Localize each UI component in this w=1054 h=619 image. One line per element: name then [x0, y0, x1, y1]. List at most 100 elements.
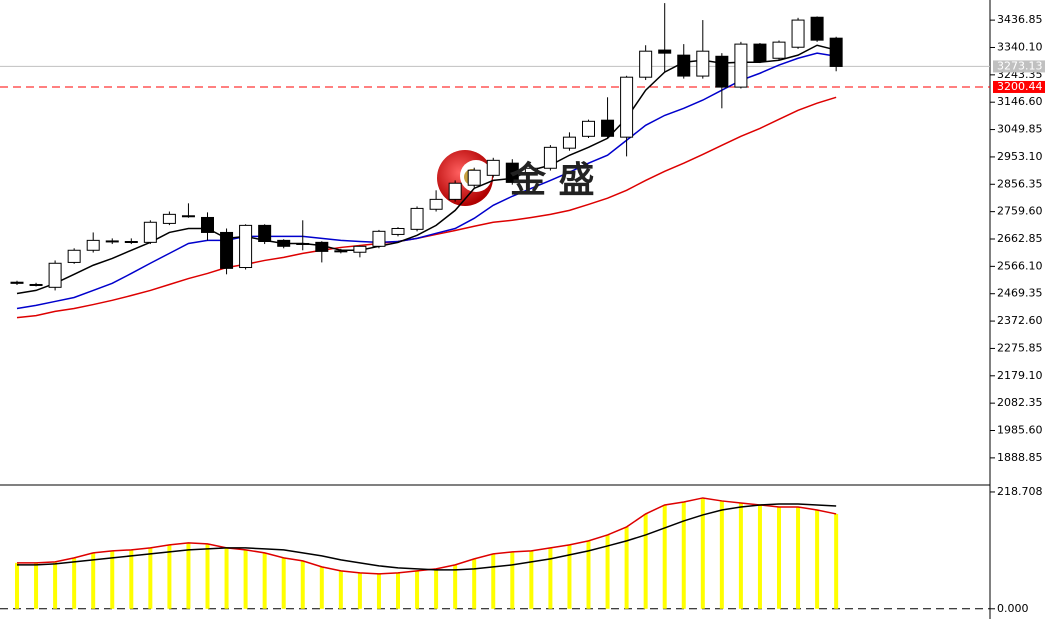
y-tick-label: 1888.85 [997, 451, 1043, 464]
histogram-bar [472, 558, 477, 609]
candle-body [791, 19, 805, 48]
histogram-bar [53, 561, 58, 609]
candle-body [582, 120, 595, 137]
y-tick-label: 3146.60 [997, 95, 1043, 108]
histogram-bar [529, 550, 534, 609]
histogram-bar [738, 502, 743, 609]
candle-body [715, 55, 729, 88]
histogram-bar [319, 566, 324, 609]
histogram-bar [796, 506, 801, 609]
candle-body [810, 16, 824, 41]
histogram-bar [110, 550, 115, 609]
histogram-bar [491, 553, 496, 609]
candle-body [391, 227, 405, 235]
candle-body [658, 49, 672, 54]
candle-body [543, 146, 557, 169]
y-tick-label: 3436.85 [997, 13, 1043, 26]
y-tick-label: 218.708 [997, 485, 1043, 498]
candle-body [162, 213, 176, 224]
candle-body [696, 50, 710, 77]
y-tick-label: 2662.85 [997, 232, 1043, 245]
candle-body [239, 224, 253, 269]
candle-body [677, 54, 691, 77]
candle-body [67, 249, 81, 263]
histogram-bar [72, 557, 77, 609]
candle-body [315, 241, 329, 252]
candle-body [10, 281, 24, 284]
y-tick-label: 2469.35 [997, 287, 1043, 300]
y-tick-label: 2372.60 [997, 314, 1043, 327]
candle-body [86, 239, 100, 251]
candle-body [410, 207, 424, 230]
histogram-bar [434, 568, 439, 609]
moving-average [16, 52, 837, 310]
histogram-bar [624, 526, 629, 609]
candle-body [296, 242, 310, 245]
histogram-bar [662, 504, 667, 609]
histogram-bar [415, 570, 420, 609]
histogram-bar [719, 500, 724, 609]
histogram-bar [700, 497, 705, 609]
histogram-bar [148, 547, 153, 609]
price-label-box [993, 80, 1045, 93]
histogram-bar [777, 506, 781, 609]
histogram-bar [815, 509, 820, 609]
histogram-bar [586, 540, 591, 609]
candle-body [467, 169, 481, 186]
candle-body [143, 221, 157, 243]
histogram-bar [243, 549, 248, 609]
candle-body [105, 240, 119, 243]
histogram-bar [757, 504, 762, 609]
histogram-bar [567, 544, 572, 609]
histogram-bar [453, 564, 458, 609]
y-tick-label: 2275.85 [997, 341, 1043, 354]
histogram-bar [396, 572, 400, 609]
candle-body [220, 231, 234, 269]
candle-body [601, 119, 615, 137]
candle-body [334, 250, 348, 253]
histogram-bar [548, 547, 553, 609]
candle-body [429, 198, 443, 210]
candle-body [772, 41, 786, 59]
signal-line [17, 503, 837, 571]
price-label: 3273.13 [997, 59, 1043, 72]
candle-body [124, 241, 138, 243]
histogram-bar [129, 549, 134, 609]
y-tick-label: 2566.10 [997, 259, 1043, 272]
candle-body [562, 136, 576, 149]
histogram-bar [338, 570, 343, 609]
histogram-bar [167, 544, 172, 609]
watermark: 金 盛 [509, 159, 595, 201]
candle-body [277, 239, 291, 247]
histogram-bar [376, 573, 381, 609]
candle-body [505, 162, 519, 183]
price-label-box [993, 60, 1045, 73]
candle-body [486, 159, 500, 176]
y-tick-label: 2953.10 [997, 150, 1043, 163]
y-tick-label: 0.000 [997, 602, 1029, 615]
candle-body [524, 167, 538, 174]
y-tick-label: 1985.60 [997, 424, 1043, 437]
histogram-bar [91, 552, 96, 609]
y-tick-label: 3049.85 [997, 123, 1043, 136]
candle-body [372, 230, 386, 247]
candle-body [258, 224, 272, 243]
histogram-bar [186, 542, 191, 609]
histogram-bar [205, 543, 210, 609]
histogram-bar [643, 513, 648, 609]
histogram-bar [510, 551, 515, 609]
histogram-bar [681, 501, 686, 609]
histogram-bar [300, 560, 305, 609]
y-tick-label: 2082.35 [997, 396, 1043, 409]
histogram-bar [605, 534, 610, 609]
histogram-bar [262, 552, 267, 609]
logo [437, 150, 493, 206]
candle-body [448, 182, 462, 200]
price-label: 3200.44 [997, 80, 1043, 93]
y-tick-label: 2856.35 [997, 177, 1043, 190]
candle-body [48, 262, 62, 288]
histogram-bar [357, 572, 362, 609]
candle-body [829, 37, 843, 67]
